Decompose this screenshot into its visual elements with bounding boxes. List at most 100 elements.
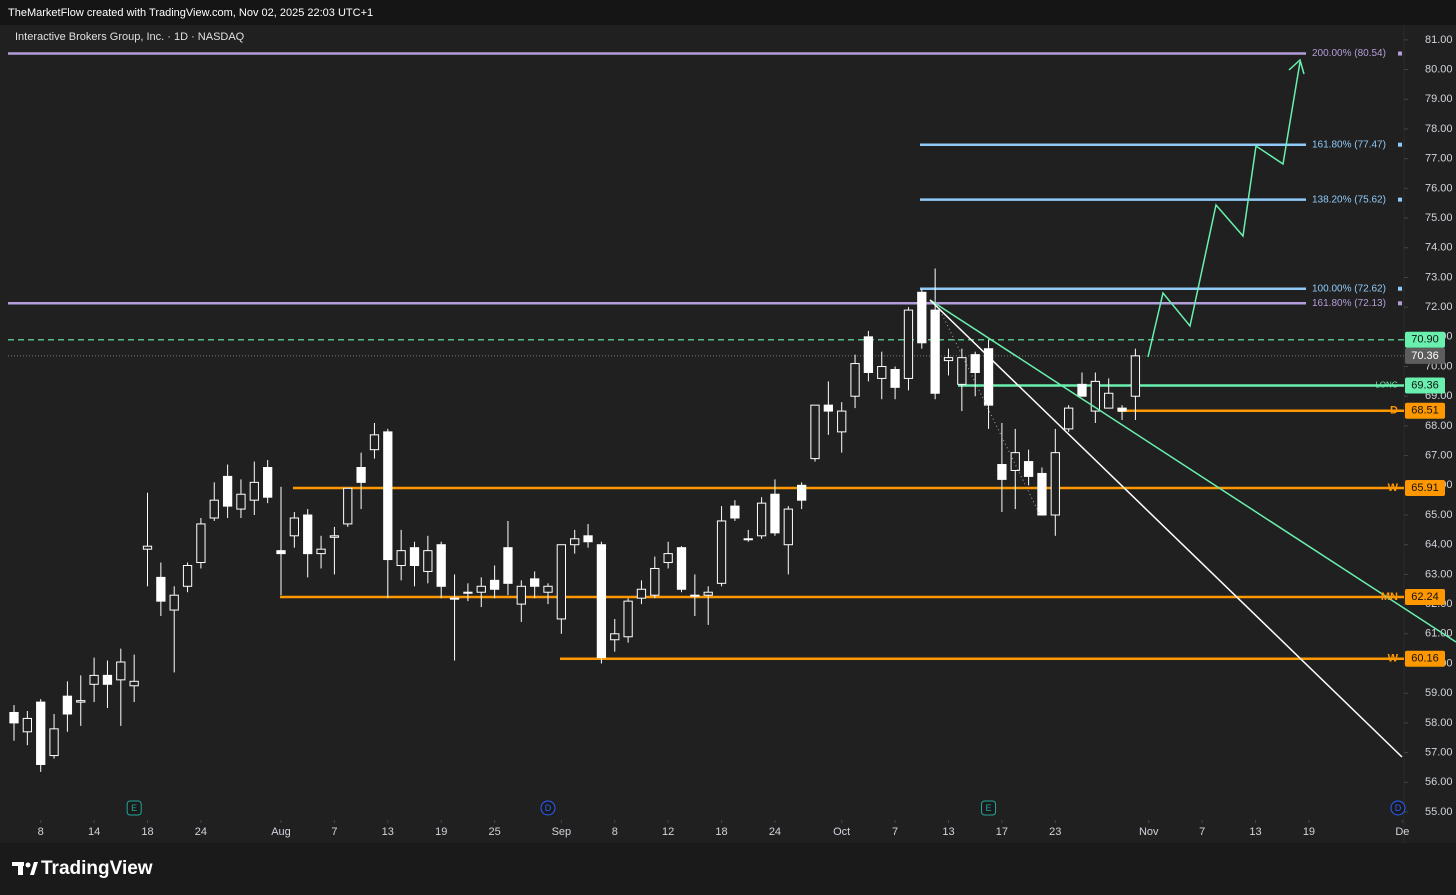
fib-marker [1398,51,1402,56]
candle-body [316,548,326,555]
candle-body [703,591,713,596]
candle-body [142,545,153,550]
fib-label: 138.20% (75.62) [1312,194,1386,205]
candle-body [36,701,46,765]
candle-body [476,585,486,593]
level-name: LONG [1375,381,1398,390]
fib-marker [1398,301,1402,306]
candle-body [303,514,313,555]
candle-body [222,475,233,507]
candle-body [76,700,86,703]
candle-body [396,550,406,567]
y-tick-label: 58.00 [1425,717,1453,729]
candle-body [1023,461,1034,477]
candle-body [1130,355,1141,397]
candle-body [423,550,433,572]
event-marker [1390,800,1406,816]
candle-body [690,594,700,597]
candle-body [329,535,340,538]
candle-body [236,493,246,510]
x-tick-label: 19 [1303,826,1315,838]
y-tick-label: 74.00 [1425,242,1453,254]
candle-body [730,505,740,519]
x-tick-label: 24 [195,826,207,838]
candle-body [663,553,673,564]
candle-body [957,357,967,385]
candle-body [343,487,353,525]
x-tick-label: 19 [435,826,447,838]
y-tick-label: 79.00 [1425,93,1453,105]
event-marker [540,800,556,816]
trend-line [929,299,1456,643]
candle-body [196,523,206,564]
y-tick-label: 67.00 [1425,450,1453,462]
candle-body [877,366,887,379]
credit: TheMarketFlow created with TradingView.c… [8,7,373,19]
y-tick-label: 64.00 [1425,539,1453,551]
y-tick-label: 76.00 [1425,182,1453,194]
x-tick-label: 13 [382,826,394,838]
y-tick-label: 59.00 [1425,687,1453,699]
candle-body [516,585,526,605]
x-tick-label: 24 [769,826,781,838]
x-tick-label: 25 [488,826,500,838]
candle-body [1077,383,1087,397]
candle-body [890,369,900,388]
y-tick-label: 73.00 [1425,271,1453,283]
price-tag-label: 70.90 [1411,334,1439,346]
candle-body [783,508,793,546]
candle-body [89,674,99,685]
event-label: E [986,803,992,813]
candle-body [1090,380,1100,412]
price-tag-label: 68.51 [1411,405,1439,417]
bottom-bar [0,843,1456,895]
price-tag-label: 70.36 [1411,350,1439,362]
candle-body [1117,407,1127,412]
candle-body [917,291,927,344]
x-tick-label: Sep [552,826,572,838]
candle-body [276,550,286,555]
candle-body [556,544,566,620]
candle-body [676,547,687,590]
candle-body [743,538,753,541]
price-tag-label: 60.16 [1411,653,1439,665]
level-name: D [1390,405,1398,417]
y-tick-label: 68.00 [1425,420,1453,432]
price-tag [1405,588,1445,605]
top-bar [0,0,1456,25]
candle-body [610,633,620,641]
candle-body [169,594,179,611]
event-marker [981,800,997,816]
x-tick-label: 7 [1199,826,1205,838]
candle-body [22,717,32,733]
y-tick-label: 61.00 [1425,628,1453,640]
candle-body [583,535,593,543]
price-tag-label: 65.91 [1411,482,1439,494]
candle-body [810,404,820,460]
price-tag-label: 62.24 [1411,591,1439,603]
logo-part [30,862,38,875]
candle-body [116,661,126,681]
y-tick-label: 63.00 [1425,568,1453,580]
x-tick-label: 18 [715,826,727,838]
price-tag [1405,347,1445,364]
y-tick-label: 65.00 [1425,509,1453,521]
price-tag [1405,377,1445,394]
candle-body [756,502,767,537]
x-tick-label: 7 [331,826,337,838]
candle-body [383,431,393,561]
candle-body [436,544,446,587]
candle-body [530,578,540,587]
x-tick-label: 18 [141,826,153,838]
candle-body [543,585,553,593]
candle-body [596,544,607,659]
y-tick-label: 57.00 [1425,746,1453,758]
candle-body [182,565,193,587]
y-tick-label: 55.00 [1425,806,1453,818]
candle-body [49,728,59,757]
level-name: MN [1381,591,1398,603]
price-tag-label: 69.36 [1411,379,1439,391]
y-tick-label: 78.00 [1425,123,1453,135]
